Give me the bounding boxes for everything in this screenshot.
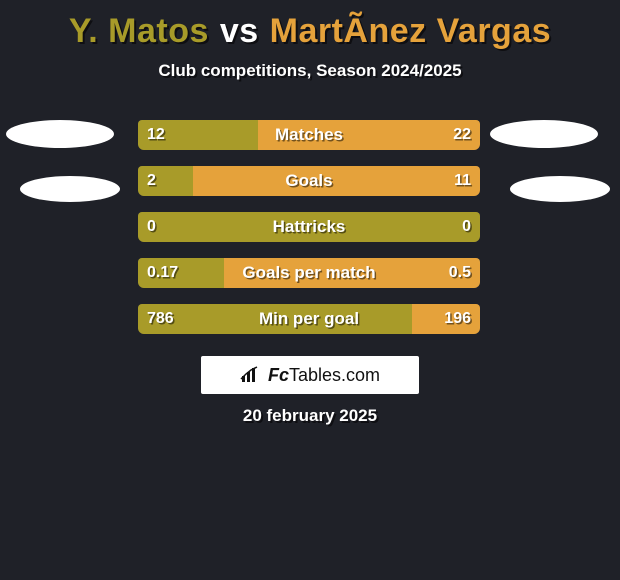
bar-right <box>258 120 480 150</box>
bar-right <box>193 166 480 196</box>
bar-left <box>138 304 412 334</box>
bar-right <box>224 258 481 288</box>
decorative-ellipse <box>6 120 114 148</box>
decorative-ellipse <box>20 176 120 202</box>
stat-row: 211Goals <box>138 166 480 196</box>
logo-text-rest: Tables.com <box>289 365 380 385</box>
decorative-ellipse <box>490 120 598 148</box>
title-vs: vs <box>220 12 259 50</box>
stats-chart: 1222Matches 211Goals 00Hattricks 0.170.5Goa… <box>138 120 480 350</box>
bar-left <box>138 212 480 242</box>
stat-row: 1222Matches <box>138 120 480 150</box>
logo-text: FcTables.com <box>268 365 380 386</box>
logo-text-bold: Fc <box>268 365 289 385</box>
bar-chart-icon <box>240 366 262 384</box>
player1-name: Y. Matos <box>69 12 209 50</box>
stat-row: 786196Min per goal <box>138 304 480 334</box>
bar-right <box>412 304 480 334</box>
bar-left <box>138 166 193 196</box>
update-date: 20 february 2025 <box>0 406 620 426</box>
subtitle: Club competitions, Season 2024/2025 <box>0 61 620 81</box>
player2-name: MartÃ­nez Vargas <box>270 12 552 50</box>
bar-left <box>138 258 224 288</box>
decorative-ellipse <box>510 176 610 202</box>
logo-badge: FcTables.com <box>201 356 419 394</box>
stat-row: 0.170.5Goals per match <box>138 258 480 288</box>
comparison-infographic: Y. Matos vs MartÃ­nez Vargas Club compet… <box>0 0 620 580</box>
stat-row: 00Hattricks <box>138 212 480 242</box>
bar-left <box>138 120 258 150</box>
page-title: Y. Matos vs MartÃ­nez Vargas <box>0 0 620 51</box>
